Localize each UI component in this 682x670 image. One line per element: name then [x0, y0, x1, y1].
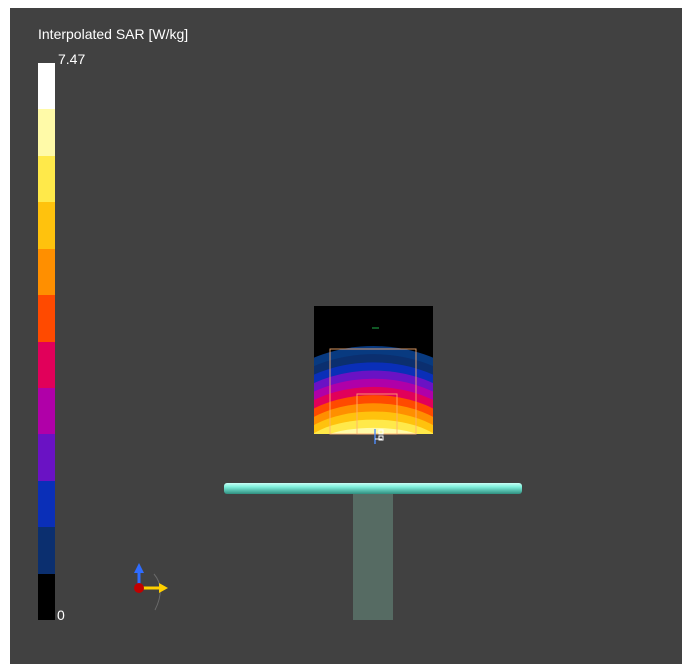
sar-scene — [10, 8, 682, 664]
phantom-block — [353, 486, 393, 620]
dipole-antenna — [224, 483, 522, 494]
sar-band-1 — [305, 428, 442, 480]
3d-viewport[interactable]: Interpolated SAR [W/kg] 7.47 0 — [10, 8, 682, 664]
sar-band-0 — [312, 436, 436, 472]
axis-triad[interactable] — [134, 563, 168, 610]
y-axis-dot — [134, 583, 144, 593]
